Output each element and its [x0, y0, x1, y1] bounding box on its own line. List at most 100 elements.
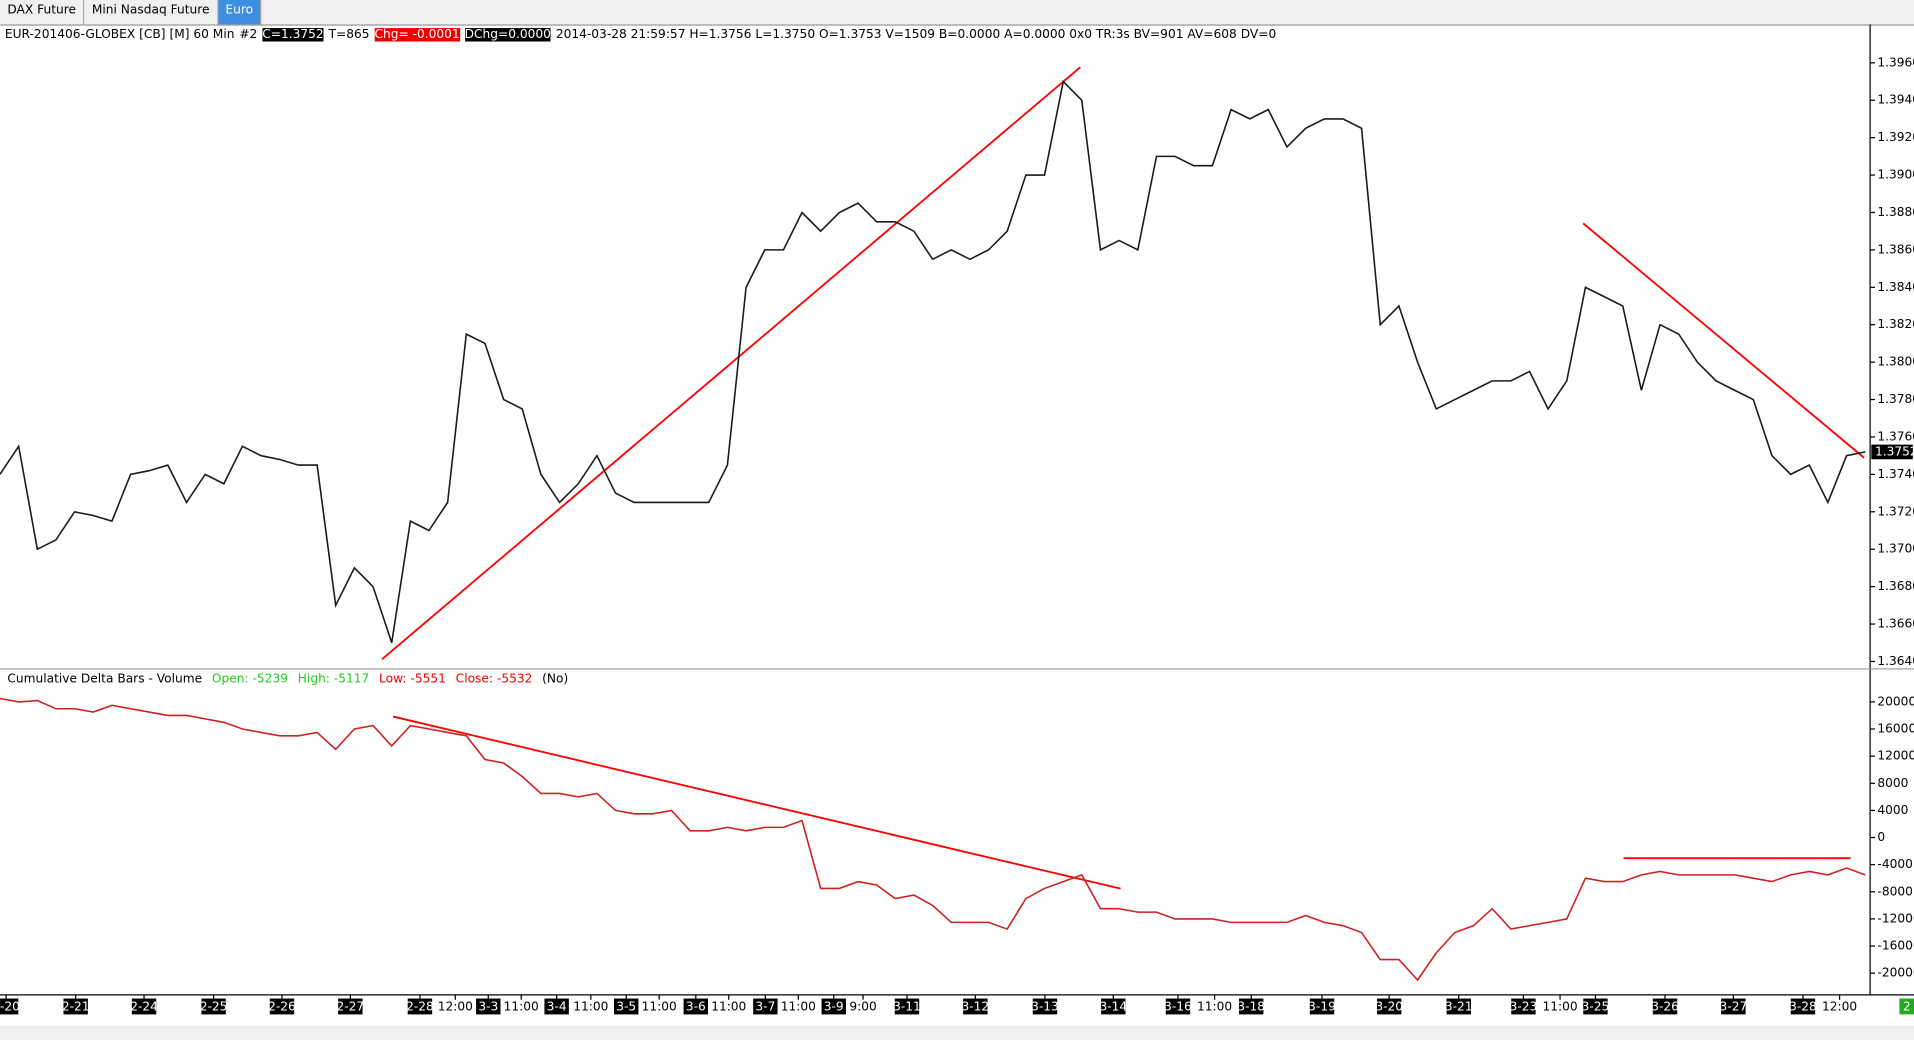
header-item: T=865	[328, 28, 370, 42]
x-label-box	[683, 998, 709, 1015]
scrollbar[interactable]	[0, 1025, 1914, 1040]
x-tick-label: 3-20	[1375, 1000, 1403, 1014]
x-tick-label: 3-19	[1308, 1000, 1336, 1014]
y-tick-label: -4000	[1877, 857, 1912, 871]
x-tick-label: 11:00	[1197, 1000, 1232, 1014]
x-label-box	[1239, 998, 1264, 1015]
x-tick-label: 2-27	[337, 1000, 365, 1014]
header-item: Open: -5239	[211, 672, 288, 687]
x-tick-label: 3-4	[547, 1000, 567, 1014]
x-label-box	[1511, 998, 1536, 1015]
y-tick-label: 1.3920	[1877, 130, 1914, 144]
y-tick-label: 0	[1877, 830, 1885, 844]
x-tick-label: 11:00	[573, 1000, 608, 1014]
x-tick-label: 3-21	[1445, 1000, 1473, 1014]
x-label-box	[131, 998, 157, 1015]
x-tick-label: 11:00	[642, 1000, 677, 1014]
x-tick-label: 3-23	[1510, 1000, 1538, 1014]
y-tick-label: 1.3840	[1877, 280, 1914, 294]
x-tick-label: 9:00	[849, 1000, 876, 1014]
series-line	[0, 79, 1866, 643]
x-label-box	[338, 998, 363, 1015]
y-tick-label: 1.3940	[1877, 93, 1914, 107]
x-tick-label: 3-9	[824, 1000, 844, 1014]
x-tick-label: 2-21	[62, 1000, 90, 1014]
header-item: 2014-03-28 21:59:57 H=1.3756 L=1.3750 O=…	[555, 28, 1277, 42]
x-tick-label: 3-12	[962, 1000, 990, 1014]
header-item: (No)	[542, 672, 569, 687]
trend-line	[392, 715, 1121, 890]
header-item: Cumulative Delta Bars - Volume	[7, 672, 203, 687]
x-tick-label: 3-16	[1164, 1000, 1192, 1014]
y-tick-label: 1.3800	[1877, 355, 1914, 369]
x-label-box	[614, 998, 639, 1015]
x-tick-label: 11:00	[781, 1000, 816, 1014]
y-tick-label: -8000	[1877, 884, 1912, 898]
tab[interactable]: DAX Future	[0, 0, 85, 25]
x-tick-label: 3-18	[1237, 1000, 1265, 1014]
x-tick-label: 3-11	[893, 1000, 921, 1014]
x-tick-label: 11:00	[711, 1000, 746, 1014]
x-tick-label: 11:00	[504, 1000, 539, 1014]
x-label-box	[544, 998, 569, 1015]
x-label-box	[1032, 998, 1058, 1015]
x-tick-label: 3-13	[1031, 1000, 1059, 1014]
y-tick-label: 1.3720	[1877, 504, 1914, 518]
x-tick-label: 11:00	[1542, 1000, 1577, 1014]
x-label-box	[201, 998, 226, 1015]
y-tick-label: -16000	[1877, 939, 1914, 953]
y-tick-label: -12000	[1877, 911, 1914, 925]
delta-header: Cumulative Delta Bars - Volume Open: -523…	[7, 673, 568, 686]
y-tick-label: 1.3780	[1877, 392, 1914, 406]
header-item: DChg=0.0000	[464, 28, 551, 42]
x-tick-label: 3-14	[1099, 1000, 1127, 1014]
x-tick-label: 3-6	[686, 1000, 706, 1014]
x-label-box	[1652, 998, 1678, 1015]
x-tick-label: 2-28	[406, 1000, 434, 1014]
header-item: High: -5117	[297, 672, 370, 687]
y-tick-label: 16000	[1877, 722, 1914, 736]
y-tick-label: 1.3700	[1877, 542, 1914, 556]
header-item: #2	[239, 28, 258, 42]
x-tick-label: 2-26	[268, 1000, 296, 1014]
y-tick-label: 1.3880	[1877, 205, 1914, 219]
status-label: 2	[1903, 1000, 1911, 1014]
tab-bar: DAX Future Mini Nasdaq Future Euro	[0, 0, 1914, 26]
y-tick-label: 1.3640	[1877, 654, 1914, 668]
x-tick-label: 3-26	[1651, 1000, 1679, 1014]
trend-line	[1582, 222, 1865, 459]
header-item: Close: -5532	[455, 672, 533, 687]
x-tick-label: 3-25	[1582, 1000, 1610, 1014]
y-tick-label: 1.3860	[1877, 242, 1914, 256]
x-label-box	[269, 998, 295, 1015]
last-price-box	[1871, 444, 1913, 460]
x-label-box	[1790, 998, 1816, 1015]
x-tick-label: 2-24	[130, 1000, 158, 1014]
x-tick-label: 3-28	[1789, 1000, 1817, 1014]
y-tick-label: 1.3760	[1877, 429, 1914, 443]
x-label-box	[1165, 998, 1191, 1015]
x-tick-label: 3-27	[1720, 1000, 1748, 1014]
y-tick-label: 4000	[1877, 803, 1908, 817]
tab[interactable]: Mini Nasdaq Future	[85, 0, 219, 25]
x-label-box	[963, 998, 988, 1015]
x-label-box	[63, 998, 88, 1015]
x-label-box	[476, 998, 501, 1015]
y-tick-label: 1.3740	[1877, 467, 1914, 481]
tab[interactable]: Euro	[218, 0, 262, 25]
y-tick-label: 12000	[1877, 749, 1914, 763]
y-tick-label: 8000	[1877, 776, 1908, 790]
y-tick-label: 1.3660	[1877, 617, 1914, 631]
y-tick-label: -20000	[1877, 966, 1914, 980]
x-label-box	[1376, 998, 1402, 1015]
y-tick-label: 1.3960	[1877, 55, 1914, 69]
trend-line	[381, 66, 1081, 660]
y-tick-label: 1.3820	[1877, 317, 1914, 331]
x-label-box	[1309, 998, 1335, 1015]
price-header: EUR-201406-GLOBEX [CB] [M] 60 Min #2 C=1.3…	[5, 28, 1277, 42]
y-tick-label: 20000	[1877, 694, 1914, 708]
x-label-box	[1721, 998, 1746, 1015]
